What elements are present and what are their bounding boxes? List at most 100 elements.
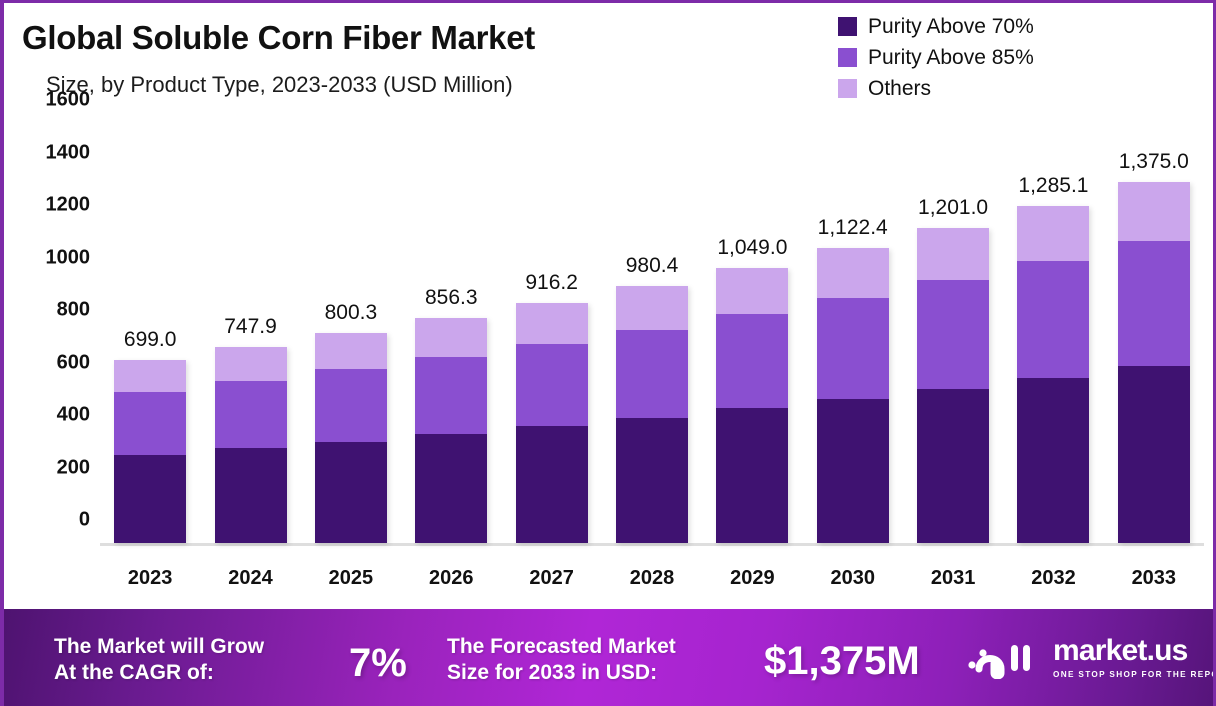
bar-group[interactable]: 747.9 2024 [214, 315, 287, 589]
bar-segment[interactable] [314, 332, 387, 370]
bar-segment[interactable] [515, 344, 588, 427]
bar-stack[interactable] [1117, 182, 1190, 543]
bar-stack[interactable] [816, 248, 889, 543]
bar-segment[interactable] [415, 433, 488, 543]
page-title: Global Soluble Corn Fiber Market [22, 19, 535, 56]
legend-item[interactable]: Purity Above 70% [838, 11, 1168, 42]
bar-stack[interactable] [917, 227, 990, 543]
x-axis-line [100, 543, 1204, 546]
bar-segment[interactable] [816, 297, 889, 399]
bar-group[interactable]: 1,049.0 2029 [716, 236, 789, 589]
bottom-banner: The Market will Grow At the CAGR of: 7% … [4, 609, 1213, 706]
market-us-logo[interactable]: market.us ONE STOP SHOP FOR THE REPORTS [967, 635, 1213, 679]
bar-group[interactable]: 1,122.4 2030 [816, 216, 889, 589]
bar-total-label: 800.3 [324, 300, 378, 324]
chart-plot-area: 1600 1400 1200 1000 800 600 400 200 0 699.0 2023 7… [4, 89, 1213, 603]
bar-total-label: 1,375.0 [1118, 150, 1189, 174]
bar-segment[interactable] [816, 398, 889, 543]
y-axis-tick-label: 600 [56, 351, 90, 373]
bar-stack[interactable] [314, 332, 387, 543]
bar-segment[interactable] [1117, 182, 1190, 242]
y-axis-tick-label: 1600 [45, 88, 91, 111]
y-axis-tick-label: 400 [56, 403, 90, 426]
x-axis-tick-label: 2031 [930, 567, 976, 589]
x-axis-tick-label: 2032 [1031, 567, 1076, 589]
legend-swatch-icon [838, 48, 857, 67]
bar-group[interactable]: 699.0 2023 [114, 328, 187, 589]
x-axis-tick-label: 2029 [730, 567, 775, 589]
bar-segment[interactable] [616, 418, 688, 543]
forecast-label-line2: Size for 2033 in USD: [447, 660, 658, 684]
bar-segment[interactable] [616, 285, 688, 331]
bar-group[interactable]: 916.2 2027 [515, 271, 588, 589]
x-axis-tick-label: 2023 [127, 567, 173, 589]
bar-segment[interactable] [214, 380, 287, 449]
y-axis-tick-label: 0 [78, 508, 90, 531]
bar-stack[interactable] [515, 302, 588, 544]
bar-stack[interactable] [616, 285, 688, 543]
bar-total-label: 699.0 [123, 327, 177, 351]
bar-group[interactable]: 1,201.0 2031 [917, 196, 990, 589]
bar-segment[interactable] [716, 313, 789, 409]
bar-total-label: 1,201.0 [918, 195, 989, 219]
bar-segment[interactable] [1017, 261, 1090, 378]
bar-stack[interactable] [415, 318, 488, 543]
bar-segment[interactable] [1017, 377, 1090, 543]
bar-segment[interactable] [1117, 241, 1190, 366]
bar-segment[interactable] [214, 346, 287, 381]
legend-item[interactable]: Others [838, 73, 1168, 104]
x-axis-tick-label: 2028 [629, 567, 675, 589]
y-axis-tick-label: 200 [56, 456, 90, 478]
bar-segment[interactable] [415, 318, 488, 358]
bar-segment[interactable] [816, 248, 889, 298]
y-axis-tick-label: 1000 [45, 246, 91, 268]
bar-group[interactable]: 1,285.1 2032 [1017, 174, 1090, 589]
logo-tagline: ONE STOP SHOP FOR THE REPORTS [1053, 669, 1213, 679]
bar-segment[interactable] [1017, 205, 1090, 262]
bar-total-label: 1,122.4 [817, 216, 888, 240]
bar-group[interactable]: 980.4 2028 [616, 254, 688, 589]
bar-segment[interactable] [114, 359, 187, 392]
bar-segment[interactable] [716, 408, 789, 543]
bar-segment[interactable] [515, 302, 588, 345]
cagr-label-line2: At the CAGR of: [54, 660, 214, 684]
bar-stack[interactable] [214, 346, 287, 543]
bar-segment[interactable] [716, 267, 789, 314]
bar-segment[interactable] [314, 441, 387, 543]
cagr-value: 7% [349, 641, 407, 685]
bar-group[interactable]: 856.3 2026 [415, 286, 488, 589]
bar-segment[interactable] [917, 227, 990, 280]
x-axis-tick-label: 2024 [228, 567, 273, 589]
bar-stack[interactable] [1017, 205, 1090, 543]
y-axis-tick-label: 1200 [45, 193, 91, 216]
bar-group[interactable]: 800.3 2025 [314, 301, 387, 589]
bar-total-label: 1,049.0 [717, 235, 788, 259]
bar-stack[interactable] [114, 359, 187, 543]
bar-segment[interactable] [917, 388, 990, 543]
bar-group[interactable]: 1,375.0 2033 [1117, 150, 1190, 589]
bar-stack[interactable] [716, 267, 789, 543]
market-us-logo-icon [968, 645, 1030, 679]
bar-segment[interactable] [214, 448, 287, 543]
bar-segment[interactable] [917, 279, 990, 389]
bar-segment[interactable] [1117, 365, 1190, 543]
bar-total-label: 916.2 [525, 270, 578, 294]
cagr-label-line1: The Market will Grow [54, 635, 265, 658]
y-axis: 1600 1400 1200 1000 800 600 400 200 0 [16, 89, 91, 603]
bar-segment[interactable] [415, 357, 488, 434]
y-axis-tick-label: 1400 [45, 141, 91, 163]
bar-segment[interactable] [114, 391, 187, 455]
bar-segment[interactable] [314, 369, 387, 442]
bar-segment[interactable] [114, 454, 187, 543]
legend-swatch-icon [838, 79, 857, 98]
y-axis-tick-label: 800 [56, 298, 90, 321]
x-axis-tick-label: 2033 [1131, 567, 1177, 589]
bar-segment[interactable] [616, 330, 688, 419]
x-axis-tick-label: 2027 [529, 567, 574, 589]
x-axis-tick-label: 2025 [328, 567, 374, 589]
legend-item[interactable]: Purity Above 85% [838, 42, 1168, 73]
bar-segment[interactable] [515, 426, 588, 543]
bar-total-label: 1,285.1 [1018, 173, 1089, 197]
legend-item-label: Purity Above 70% [868, 14, 1034, 38]
